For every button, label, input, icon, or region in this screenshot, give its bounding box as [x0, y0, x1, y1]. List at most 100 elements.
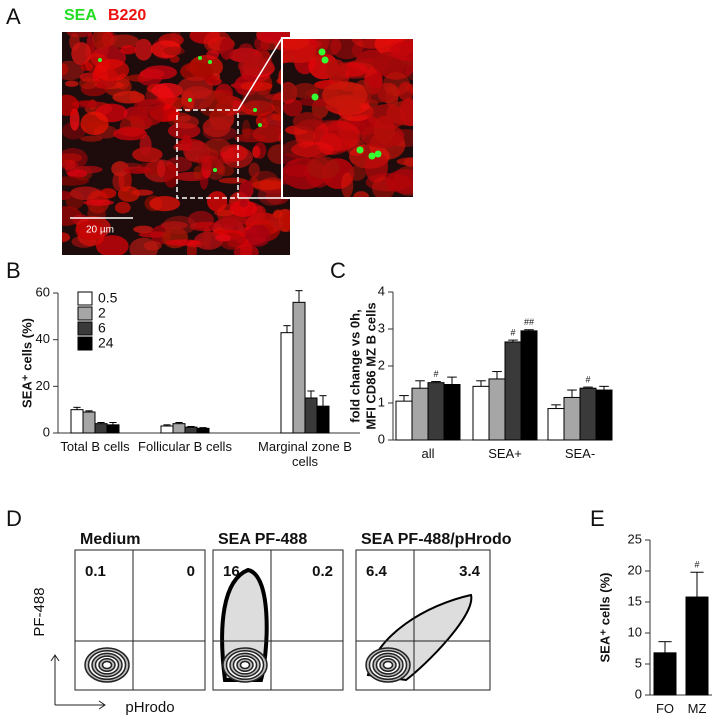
bar — [172, 423, 186, 434]
tissue — [169, 55, 180, 63]
tissue — [62, 232, 71, 243]
tissue — [94, 59, 130, 82]
stain-label: SEA — [64, 7, 97, 24]
plot-title: Medium — [80, 531, 140, 548]
tissue — [79, 77, 98, 90]
quadrant-value: 16 — [223, 563, 240, 580]
bar — [595, 389, 613, 441]
tissue — [348, 165, 366, 181]
tissue — [162, 215, 197, 235]
tissue — [206, 191, 228, 212]
sea-dot — [188, 98, 192, 102]
bar — [443, 384, 461, 441]
tissue — [71, 100, 103, 108]
annotation: # — [585, 374, 590, 384]
annotation: # — [510, 327, 515, 337]
bar — [70, 409, 84, 434]
inset-border — [281, 37, 415, 199]
tissue — [282, 212, 290, 230]
tissue — [134, 38, 153, 61]
tissue — [239, 180, 254, 199]
legend-swatch — [77, 336, 93, 351]
annotation: ## — [524, 317, 534, 327]
y-tick-label: 2 — [378, 357, 385, 372]
tissue — [282, 175, 303, 185]
tissue — [194, 231, 224, 250]
tissue — [151, 82, 183, 99]
tissue — [149, 166, 159, 178]
tissue — [313, 120, 361, 151]
tissue — [143, 241, 162, 251]
tissue — [143, 65, 178, 80]
tissue — [353, 191, 370, 198]
tissue — [251, 180, 285, 191]
y-axis-label: MFI CD86 MZ B cells — [363, 302, 378, 429]
tissue — [202, 117, 231, 138]
y-tick-label: 5 — [635, 655, 642, 670]
bar — [395, 400, 413, 441]
scale-bar-label: 20 µm — [86, 225, 114, 236]
inset-texture — [282, 38, 414, 198]
tissue — [62, 148, 88, 170]
sea-dot — [208, 60, 212, 64]
x-tick-label-box: Follicular B cells — [138, 439, 232, 454]
y-tick-label: 10 — [628, 624, 642, 639]
legend-swatch — [77, 321, 93, 336]
sea-dot — [368, 152, 376, 160]
bar — [547, 408, 565, 441]
legend-label: 24 — [98, 335, 114, 351]
x-tick-label-box: Total B cells — [60, 439, 129, 454]
bar — [292, 301, 306, 434]
x-tick-label-box: all — [421, 446, 434, 461]
legend-label: 2 — [98, 305, 106, 321]
y-tick-label: 20 — [36, 378, 50, 393]
density-contour — [101, 660, 113, 670]
x-tick-label-box: MZ — [688, 701, 707, 716]
tissue — [122, 166, 152, 174]
tissue — [385, 169, 414, 194]
tissue — [62, 153, 83, 163]
tissue — [291, 83, 319, 99]
tissue — [249, 176, 258, 186]
sea-dot — [213, 168, 217, 172]
bar — [106, 424, 120, 434]
quadrant-value: 0.1 — [85, 563, 106, 580]
tissue — [246, 224, 271, 247]
x-tick-label: SEA+ — [488, 446, 522, 461]
sea-dot — [253, 108, 257, 112]
tissue — [239, 199, 249, 208]
tissue — [341, 172, 354, 198]
tissue — [206, 50, 220, 60]
y-axis-label: SEA⁺ cells (%) — [597, 573, 612, 663]
tissue — [253, 142, 267, 159]
sea-dot — [318, 48, 326, 56]
y-tick-label: 20 — [628, 562, 642, 577]
sea-dot — [321, 56, 329, 64]
tissue — [215, 234, 232, 242]
bar — [411, 387, 429, 441]
x-tick-label: Marginal zone B cells — [258, 439, 352, 469]
y-tick-label: 60 — [36, 284, 50, 299]
y-tick-label: 3 — [378, 320, 385, 335]
panel-label: A — [6, 4, 21, 29]
bar — [82, 411, 96, 434]
y-tick-label: 15 — [628, 593, 642, 608]
tissue — [326, 59, 347, 83]
tissue — [80, 135, 103, 142]
annotation: # — [694, 560, 699, 570]
tissue — [197, 150, 224, 171]
panel-label: D — [6, 506, 22, 531]
y-tick-label: 40 — [36, 331, 50, 346]
tissue — [273, 209, 283, 218]
y-tick-label: 4 — [378, 283, 385, 298]
tissue — [149, 195, 181, 212]
tissue — [95, 235, 129, 255]
tissue — [75, 220, 105, 240]
quadrant-value: 0.2 — [312, 563, 333, 580]
tissue — [292, 112, 323, 131]
tissue — [242, 88, 273, 111]
tissue — [84, 53, 110, 74]
bar — [184, 426, 198, 434]
bar — [427, 382, 445, 441]
